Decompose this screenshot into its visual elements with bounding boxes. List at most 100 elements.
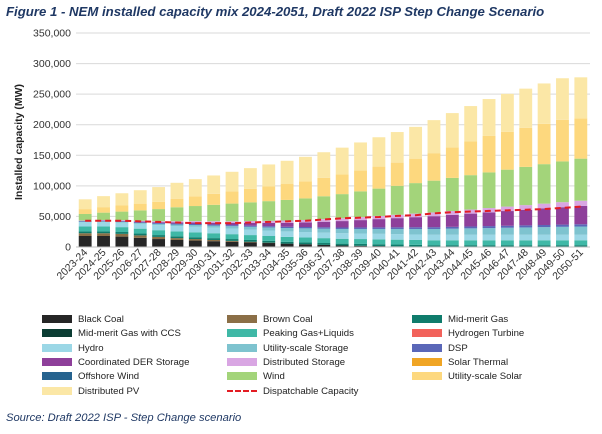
bar-segment-hydro [115, 222, 129, 228]
bar-segment-hydro [574, 234, 588, 241]
bar-segment-black-coal [317, 244, 331, 247]
bar-segment-coordinated-der-storage [556, 207, 569, 225]
legend-label: Brown Coal [263, 314, 313, 325]
bar-segment-dsp [299, 227, 312, 229]
bar-segment-mid-merit-gas [317, 243, 331, 245]
bar-segment-hydro [133, 223, 147, 229]
bar-segment-black-coal [335, 245, 349, 247]
bar-segment-brown-coal [97, 233, 110, 236]
bar-segment-mid-merit-gas [133, 233, 147, 236]
legend-label: Distributed Storage [263, 356, 346, 368]
bar-segment-coordinated-der-storage [390, 218, 404, 228]
bar-segment-hydro [519, 234, 533, 241]
bar-segment-utility-scale-solar [372, 166, 386, 189]
bar-segment-utility-scale-storage [500, 227, 514, 235]
bar-segment-distributed-pv [500, 93, 514, 132]
bar-segment-wind [464, 175, 478, 210]
y-tick-label: 150,000 [33, 150, 71, 162]
bar-segment-dsp [115, 221, 129, 222]
bar-segment-peaking-gas-liquids [133, 228, 147, 234]
bar-segment-wind [354, 191, 367, 218]
bar-segment-distributed-pv [262, 164, 276, 187]
bar-segment-dsp [427, 227, 441, 229]
bar-segment-distributed-pv [464, 106, 478, 142]
bar-segment-utility-scale-storage [537, 227, 551, 235]
bar-segment-distributed-storage [537, 203, 551, 209]
y-tick-label: 350,000 [33, 28, 71, 40]
bar-segment-hydro [354, 233, 367, 240]
bar-segment-mid-merit-gas [519, 245, 533, 247]
bar-segment-utility-scale-solar [152, 201, 166, 210]
bar-segment-distributed-pv [537, 83, 551, 124]
bar-segment-utility-scale-solar [97, 207, 110, 213]
bar-segment-coordinated-der-storage [372, 219, 386, 228]
bar-segment-brown-coal [243, 241, 257, 243]
bar-segment-dsp [390, 227, 404, 229]
bar-segment-utility-scale-solar [225, 191, 239, 204]
bar-segment-distributed-pv [445, 113, 459, 148]
bar-segment-utility-scale-storage [574, 226, 588, 235]
bar-segment-hydro [335, 233, 349, 239]
bar-segment-hydro [482, 234, 496, 241]
bar-segment-black-coal [243, 242, 257, 247]
bar-segment-wind [537, 164, 551, 204]
bar-segment-distributed-pv [115, 193, 129, 206]
bar-segment-distributed-pv [243, 168, 257, 189]
bar-segment-wind [445, 177, 459, 211]
bar-segment-mid-merit-gas [97, 231, 110, 234]
bar-segment-hydro [225, 228, 239, 235]
bar-segment-distributed-pv [317, 152, 331, 178]
y-tick-label: 0 [65, 242, 71, 254]
bar-segment-hydro [500, 234, 514, 241]
legend-label: Dispatchable Capacity [263, 385, 359, 397]
bar-segment-distributed-storage [225, 221, 239, 223]
legend-label: Wind [263, 371, 285, 383]
legend-swatch [412, 357, 442, 366]
bar-segment-coordinated-der-storage [225, 222, 239, 226]
bar-segment-peaking-gas-liquids [556, 240, 569, 246]
bar-segment-dsp [262, 226, 276, 228]
legend-swatch [42, 357, 72, 366]
legend-label: Solar Thermal [448, 356, 509, 368]
bar-segment-mid-merit-gas [207, 238, 221, 240]
bar-segment-distributed-storage [427, 212, 441, 217]
bar-segment-wind [299, 198, 312, 220]
bar-segment-coordinated-der-storage [299, 222, 312, 228]
bar-segment-mid-merit-gas [170, 236, 184, 239]
bar-segment-peaking-gas-liquids [225, 234, 239, 240]
bar-segment-peaking-gas-liquids [188, 232, 202, 238]
bar-segment-distributed-pv [207, 175, 221, 194]
bar-segment-hydro [152, 225, 166, 231]
bar-segment-dsp [354, 227, 367, 229]
bar-segment-utility-scale-storage [556, 226, 569, 235]
bar-segment-coordinated-der-storage [354, 220, 367, 228]
bar-segment-mid-merit-gas [482, 245, 496, 247]
bar-segment-wind [574, 158, 588, 201]
bar-segment-wind [372, 188, 386, 216]
bar-segment-mid-merit-gas [354, 243, 367, 246]
bar-segment-peaking-gas-liquids [500, 240, 514, 246]
bar-segment-hydro [262, 230, 276, 236]
legend-swatch [227, 329, 257, 338]
bar-segment-mid-merit-gas [78, 231, 92, 234]
bar-segment-coordinated-der-storage [427, 216, 441, 228]
bar-segment-mid-merit-gas [243, 239, 257, 242]
legend-label: Utility-scale Storage [263, 342, 349, 354]
bar-segment-peaking-gas-liquids [537, 240, 551, 246]
legend-swatch [42, 343, 72, 352]
bar-segment-utility-scale-solar [335, 174, 349, 195]
bar-segment-utility-scale-storage [409, 228, 423, 235]
bar-segment-mid-merit-gas [574, 245, 588, 247]
bar-segment-wind [262, 201, 276, 221]
bar-segment-mid-merit-gas [280, 241, 294, 244]
bar-segment-utility-scale-solar [574, 118, 588, 159]
bar-segment-mid-merit-gas [262, 240, 276, 243]
bar-segment-coordinated-der-storage [482, 212, 496, 227]
bar-segment-black-coal [115, 236, 129, 247]
bar-segment-utility-scale-storage [225, 226, 239, 229]
bar-segment-dsp [482, 226, 496, 229]
bar-segment-wind [78, 213, 92, 221]
bar-segment-utility-scale-storage [317, 228, 331, 233]
bar-segment-mid-merit-gas [537, 245, 551, 247]
bar-segment-distributed-pv [354, 142, 367, 171]
